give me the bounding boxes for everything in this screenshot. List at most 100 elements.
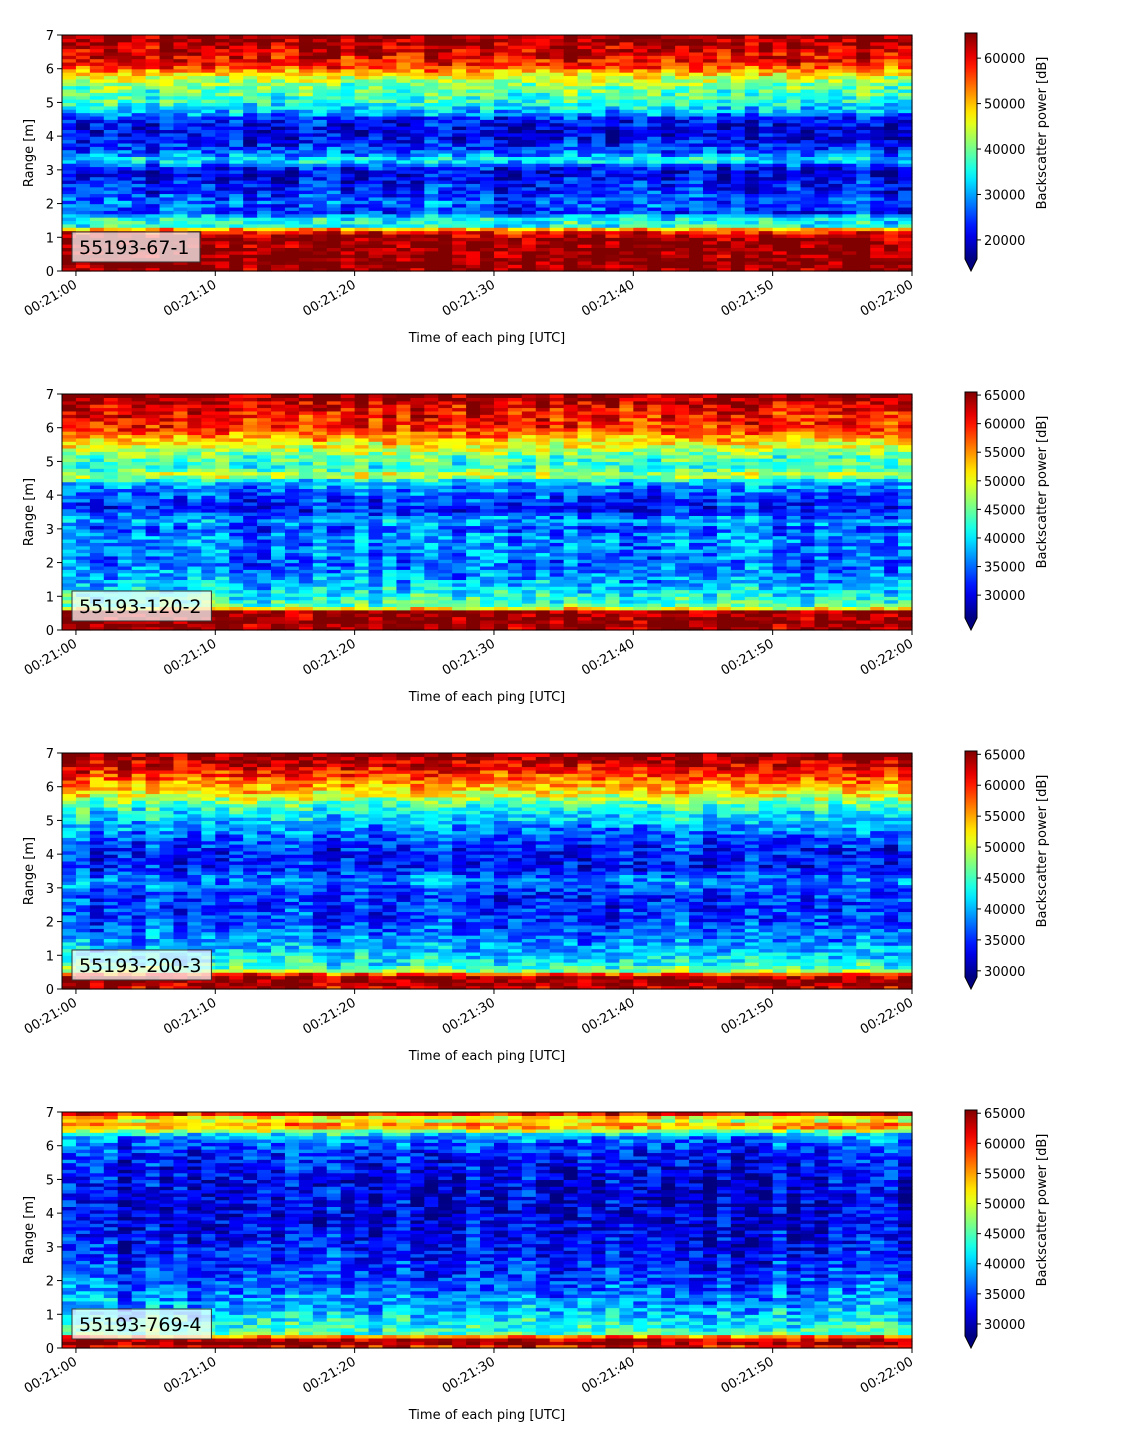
heatmap-cell: [354, 186, 370, 191]
heatmap-cell: [89, 217, 105, 222]
heatmap-cell: [828, 230, 843, 235]
heatmap-cell: [271, 193, 286, 198]
heatmap-cell: [535, 267, 551, 272]
heatmap-cell: [382, 35, 398, 39]
heatmap-cell: [814, 190, 829, 195]
heatmap-cell: [842, 240, 857, 245]
heatmap-cell: [549, 166, 565, 171]
heatmap-cell: [800, 213, 816, 218]
heatmap-cell: [312, 72, 328, 77]
heatmap-cell: [800, 247, 816, 252]
heatmap-cell: [257, 267, 272, 272]
heatmap-cell: [591, 223, 607, 228]
heatmap-cell: [661, 223, 676, 228]
heatmap-cell: [772, 217, 788, 222]
heatmap-cell: [702, 142, 718, 147]
heatmap-cell: [758, 217, 774, 222]
heatmap-cell: [298, 264, 314, 269]
heatmap-cell: [786, 217, 802, 222]
heatmap-cell: [201, 213, 216, 218]
heatmap-cell: [382, 250, 398, 255]
heatmap-cell: [842, 119, 857, 124]
heatmap-cell: [633, 35, 648, 39]
heatmap-cell: [75, 190, 91, 195]
heatmap-cell: [730, 217, 746, 222]
heatmap-cell: [647, 95, 662, 100]
heatmap-cell: [410, 267, 425, 272]
heatmap-cell: [884, 48, 899, 53]
heatmap-cell: [619, 257, 634, 262]
heatmap-cell: [591, 237, 607, 242]
heatmap-cell: [744, 223, 760, 228]
heatmap-cell: [438, 203, 453, 208]
heatmap-cell: [689, 166, 704, 171]
heatmap-cell: [828, 247, 843, 252]
heatmap-cell: [842, 95, 857, 100]
heatmap-cell: [410, 72, 425, 77]
heatmap-cell: [535, 206, 551, 211]
heatmap-cell: [786, 250, 802, 255]
heatmap-cell: [159, 183, 175, 188]
heatmap-cell: [758, 260, 774, 265]
heatmap-cell: [814, 233, 829, 238]
heatmap-cell: [521, 142, 537, 147]
heatmap-cell: [493, 142, 509, 147]
heatmap-cell: [856, 619, 871, 624]
heatmap-cell: [605, 119, 620, 124]
heatmap-cell: [466, 247, 481, 252]
colorbar-tick-label: 50000: [984, 98, 1025, 113]
heatmap-cell: [563, 119, 579, 124]
heatmap-cell: [396, 72, 411, 77]
heatmap-cell: [591, 240, 607, 245]
heatmap-cell: [480, 200, 495, 205]
heatmap-cell: [814, 72, 829, 77]
heatmap-cell: [828, 257, 843, 262]
heatmap-cell: [786, 230, 802, 235]
heatmap-cell: [647, 247, 662, 252]
heatmap-cell: [689, 230, 704, 235]
heatmap-cell: [786, 35, 802, 39]
heatmap-cell: [466, 233, 481, 238]
heatmap-cell: [354, 190, 370, 195]
heatmap-cell: [466, 193, 481, 198]
heatmap-cell: [131, 210, 147, 215]
heatmap-cell: [507, 217, 523, 222]
heatmap-cell: [466, 267, 481, 272]
heatmap-cell: [438, 233, 453, 238]
heatmap-cell: [884, 142, 899, 147]
heatmap-cell: [173, 186, 189, 191]
heatmap-cell: [284, 260, 300, 265]
heatmap-cell: [633, 250, 648, 255]
heatmap-cell: [284, 200, 300, 205]
heatmap-cell: [702, 48, 718, 53]
heatmap-cell: [89, 166, 105, 171]
heatmap-cell: [521, 200, 537, 205]
heatmap-cell: [159, 186, 175, 191]
heatmap-cell: [452, 206, 467, 211]
heatmap-cell: [438, 206, 453, 211]
heatmap-cell: [298, 166, 314, 171]
heatmap-cell: [284, 237, 300, 242]
heatmap-cell: [410, 237, 425, 242]
heatmap-cell: [577, 247, 593, 252]
heatmap-cell: [103, 210, 119, 215]
heatmap-cell: [702, 240, 718, 245]
heatmap-cell: [424, 217, 439, 222]
heatmap-cell: [396, 250, 411, 255]
heatmap-cell: [229, 206, 244, 211]
heatmap-cell: [772, 35, 788, 39]
heatmap-cell: [201, 254, 216, 259]
heatmap-cell: [828, 196, 843, 201]
x-tick-label: 00:21:20: [301, 277, 359, 319]
heatmap-cell: [62, 203, 77, 208]
heatmap-cell: [800, 190, 816, 195]
heatmap-cell: [689, 619, 704, 624]
heatmap-cell: [201, 186, 216, 191]
heatmap-cell: [563, 213, 579, 218]
heatmap-cell: [257, 220, 272, 225]
heatmap-cell: [493, 190, 509, 195]
heatmap-cell: [828, 260, 843, 265]
heatmap-cell: [898, 250, 913, 255]
heatmap-cell: [117, 227, 133, 232]
heatmap-cell: [730, 240, 746, 245]
